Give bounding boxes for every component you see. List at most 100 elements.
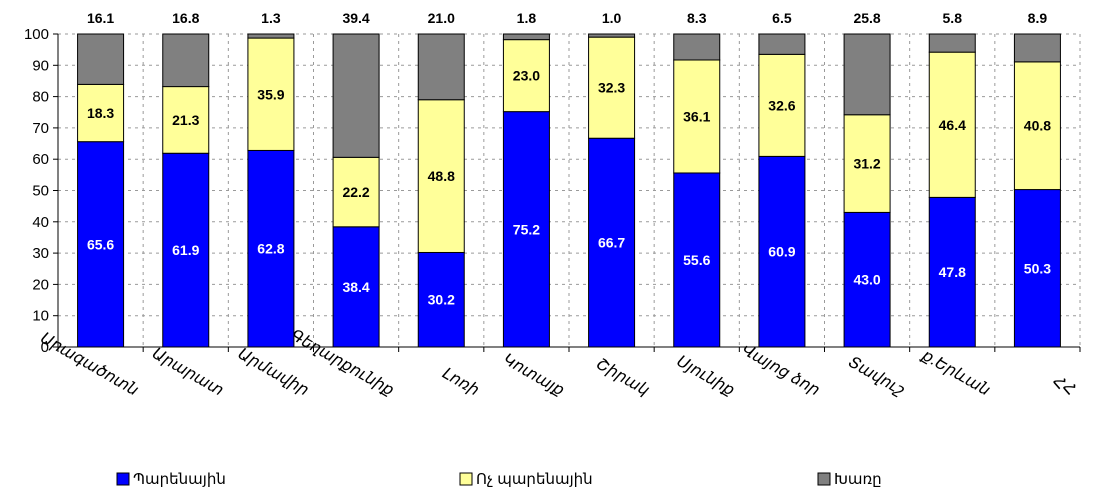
bar-segment xyxy=(928,33,976,53)
y-tick-label: 80 xyxy=(32,89,49,106)
grid-lines xyxy=(58,33,1081,347)
legend-swatch xyxy=(116,472,130,486)
bar-segment xyxy=(77,141,125,348)
data-label: 62.8 xyxy=(257,241,284,257)
legend: Պարենային Ոչ պարենային Խառը xyxy=(116,471,882,488)
bar-segment xyxy=(1013,189,1061,348)
x-category-label: Սյունիք xyxy=(674,353,738,400)
data-label: 1.3 xyxy=(261,10,281,26)
bar-segment xyxy=(843,33,891,116)
bar-segment xyxy=(417,33,465,101)
x-category-label: Վայոց ձոր xyxy=(739,341,823,399)
bar-segment xyxy=(758,155,806,348)
bars xyxy=(77,33,1061,348)
legend-label: Պարենային xyxy=(133,471,226,488)
bar-segment xyxy=(758,53,806,157)
data-label: 43.0 xyxy=(853,272,880,288)
bar-segment xyxy=(247,37,295,151)
bar-segment xyxy=(588,36,636,139)
data-label: 32.6 xyxy=(768,97,795,113)
data-label: 6.5 xyxy=(772,10,792,26)
data-label: 66.7 xyxy=(598,235,625,251)
bar-segment xyxy=(588,137,636,348)
x-category-label: Տավուշ xyxy=(845,354,907,400)
bar-segment xyxy=(588,33,636,38)
x-category-label: Արմավիր xyxy=(235,345,312,399)
data-labels: 65.6 18.3 16.1 61.9 21.3 16.8 62.8 35.9 1.3 38.4 2… xyxy=(87,10,1051,308)
bar-segment xyxy=(1013,33,1061,63)
legend-swatch xyxy=(817,472,831,486)
bar-segment xyxy=(247,33,295,39)
y-tick-label: 0 xyxy=(41,339,49,356)
x-category-label: Կոտայք xyxy=(500,351,567,400)
y-tick-label: 30 xyxy=(32,245,49,262)
data-label: 36.1 xyxy=(683,108,710,124)
y-tick-label: 100 xyxy=(24,26,49,43)
bar-segment xyxy=(332,156,380,228)
data-label: 16.1 xyxy=(87,10,114,26)
data-label: 65.6 xyxy=(87,236,114,252)
x-category-label: Արարատ xyxy=(149,345,226,399)
data-label: 47.8 xyxy=(939,264,966,280)
y-tick-label: 40 xyxy=(32,214,49,231)
data-label: 46.4 xyxy=(939,117,966,133)
data-label: 16.8 xyxy=(172,10,199,26)
legend-label: Ոչ պարենային xyxy=(476,471,593,488)
y-tick-label: 70 xyxy=(32,120,49,137)
x-category-label: ՀՀ xyxy=(1050,373,1078,399)
data-label: 35.9 xyxy=(257,86,284,102)
bar-segment xyxy=(928,196,976,348)
data-label: 32.3 xyxy=(598,80,625,96)
bar-segment xyxy=(758,33,806,55)
legend-swatch xyxy=(459,472,473,486)
data-label: 31.2 xyxy=(853,156,880,172)
data-label: 48.8 xyxy=(428,168,455,184)
y-tick-label: 60 xyxy=(32,151,49,168)
data-label: 5.8 xyxy=(943,10,963,26)
data-label: 39.4 xyxy=(342,10,369,26)
bar-segment xyxy=(77,33,125,85)
y-tick-label: 50 xyxy=(32,183,49,200)
bar-segment xyxy=(162,33,210,88)
bar-segment xyxy=(502,33,550,41)
data-label: 55.6 xyxy=(683,252,710,268)
data-label: 18.3 xyxy=(87,105,114,121)
bar-segment xyxy=(502,111,550,348)
bar-segment xyxy=(162,86,210,154)
bar-segment xyxy=(673,172,721,348)
data-label: 38.4 xyxy=(342,279,369,295)
legend-label: Խառը xyxy=(834,471,882,488)
x-category-label: Շիրակ xyxy=(593,356,652,400)
bar-segment xyxy=(162,152,210,348)
data-label: 21.3 xyxy=(172,112,199,128)
y-tick-label: 10 xyxy=(32,308,49,325)
bar-segment xyxy=(332,33,380,158)
x-category-label: Լոռի xyxy=(439,365,481,399)
data-label: 23.0 xyxy=(513,68,540,84)
data-label: 21.0 xyxy=(428,10,455,26)
data-label: 25.8 xyxy=(853,10,880,26)
y-tick-label: 90 xyxy=(32,57,49,74)
data-label: 75.2 xyxy=(513,221,540,237)
x-category-label: ք.Երևան xyxy=(917,346,992,399)
data-label: 50.3 xyxy=(1024,260,1051,276)
data-label: 1.0 xyxy=(602,10,622,26)
data-label: 40.8 xyxy=(1024,118,1051,134)
bar-segment xyxy=(1013,61,1061,191)
data-label: 8.3 xyxy=(687,10,707,26)
data-label: 8.9 xyxy=(1028,10,1048,26)
bar-segment xyxy=(673,33,721,61)
bar-segment xyxy=(417,99,465,253)
data-label: 30.2 xyxy=(428,292,455,308)
bar-segment xyxy=(332,226,380,348)
data-label: 1.8 xyxy=(517,10,537,26)
bar-segment xyxy=(843,114,891,213)
data-label: 61.9 xyxy=(172,242,199,258)
y-tick-label: 20 xyxy=(32,276,49,293)
bar-segment xyxy=(502,39,550,113)
bar-segment xyxy=(673,59,721,174)
bar-segment xyxy=(843,211,891,348)
data-label: 22.2 xyxy=(342,184,369,200)
data-label: 60.9 xyxy=(768,244,795,260)
